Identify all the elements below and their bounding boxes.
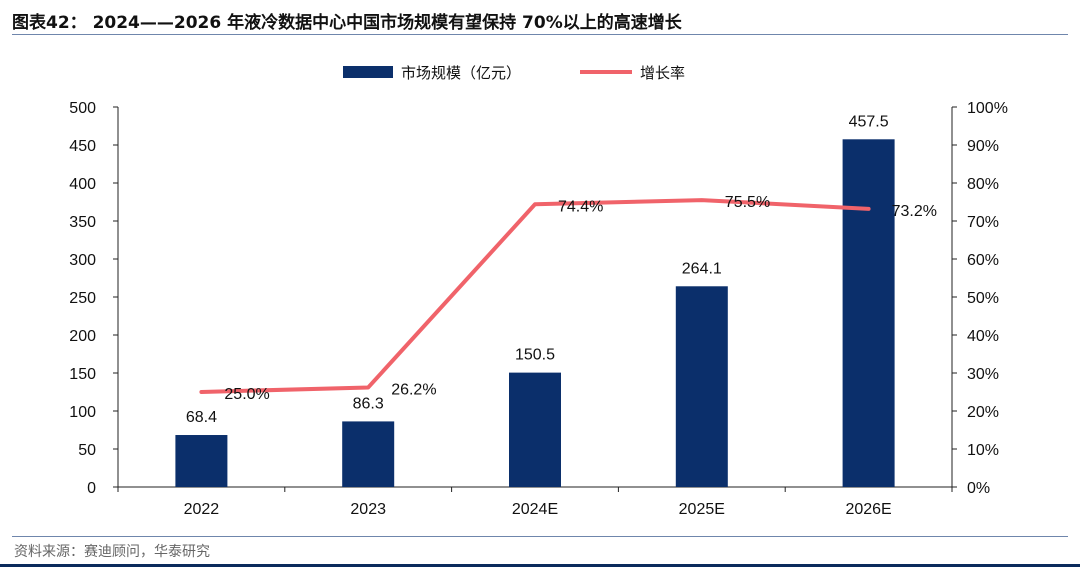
- bar: [675, 286, 728, 487]
- legend-swatch-bar: [343, 66, 393, 78]
- growth-rate-label: 75.5%: [725, 194, 770, 211]
- y-left-tick-label: 350: [69, 214, 96, 231]
- bar-value-label: 264.1: [682, 260, 722, 277]
- y-left-tick-label: 200: [69, 328, 96, 345]
- y-right-tick-label: 40%: [967, 328, 999, 345]
- y-right-tick-label: 100%: [967, 100, 1008, 117]
- x-tick-label: 2025E: [679, 501, 725, 518]
- legend-label-bar: 市场规模（亿元）: [401, 65, 521, 82]
- growth-rate-point: [867, 207, 871, 211]
- y-right-tick-label: 90%: [967, 138, 999, 155]
- bar: [842, 139, 895, 488]
- growth-rate-point: [199, 390, 203, 394]
- y-left-tick-label: 500: [69, 100, 96, 117]
- bar: [509, 372, 561, 487]
- y-right-tick-label: 50%: [967, 290, 999, 307]
- title-bar: 图表42： 2024——2026 年液冷数据中心中国市场规模有望保持 70%以上…: [12, 6, 1068, 35]
- y-left-tick-label: 50: [78, 442, 96, 459]
- y-left-tick-label: 150: [69, 366, 96, 383]
- growth-rate-label: 74.4%: [558, 198, 603, 215]
- y-left-tick-label: 250: [69, 290, 96, 307]
- growth-rate-label: 26.2%: [391, 381, 436, 398]
- bar: [342, 421, 395, 487]
- growth-rate-point: [700, 198, 704, 202]
- growth-rate-label: 25.0%: [224, 386, 269, 403]
- y-right-tick-label: 80%: [967, 176, 999, 193]
- source-bar: 资料来源：赛迪顾问，华泰研究: [12, 536, 1068, 567]
- y-left-tick-label: 400: [69, 176, 96, 193]
- y-right-tick-label: 70%: [967, 214, 999, 231]
- x-tick-label: 2022: [184, 501, 220, 518]
- x-tick-label: 2026E: [845, 501, 891, 518]
- bar: [175, 435, 228, 487]
- bar-value-label: 150.5: [515, 347, 555, 364]
- bar-value-label: 86.3: [353, 395, 384, 412]
- x-tick-label: 2024E: [512, 501, 558, 518]
- legend-label-line: 增长率: [640, 65, 685, 82]
- bar-value-label: 457.5: [849, 113, 889, 130]
- y-right-tick-label: 60%: [967, 252, 999, 269]
- growth-rate-label: 73.2%: [892, 203, 937, 220]
- y-left-tick-label: 300: [69, 252, 96, 269]
- bar-value-label: 68.4: [186, 409, 217, 426]
- bottom-rule: [0, 564, 1080, 567]
- growth-rate-point: [533, 202, 537, 206]
- y-left-tick-label: 450: [69, 138, 96, 155]
- y-right-tick-label: 30%: [967, 366, 999, 383]
- y-right-tick-label: 10%: [967, 442, 999, 459]
- growth-rate-point: [366, 385, 370, 389]
- source-note: 资料来源：赛迪顾问，华泰研究: [14, 544, 210, 560]
- y-left-tick-label: 0: [87, 480, 96, 497]
- y-right-tick-label: 20%: [967, 404, 999, 421]
- y-right-tick-label: 0%: [967, 480, 990, 497]
- x-tick-label: 2023: [350, 501, 386, 518]
- y-left-tick-label: 100: [69, 404, 96, 421]
- chart-title: 图表42： 2024——2026 年液冷数据中心中国市场规模有望保持 70%以上…: [12, 13, 682, 33]
